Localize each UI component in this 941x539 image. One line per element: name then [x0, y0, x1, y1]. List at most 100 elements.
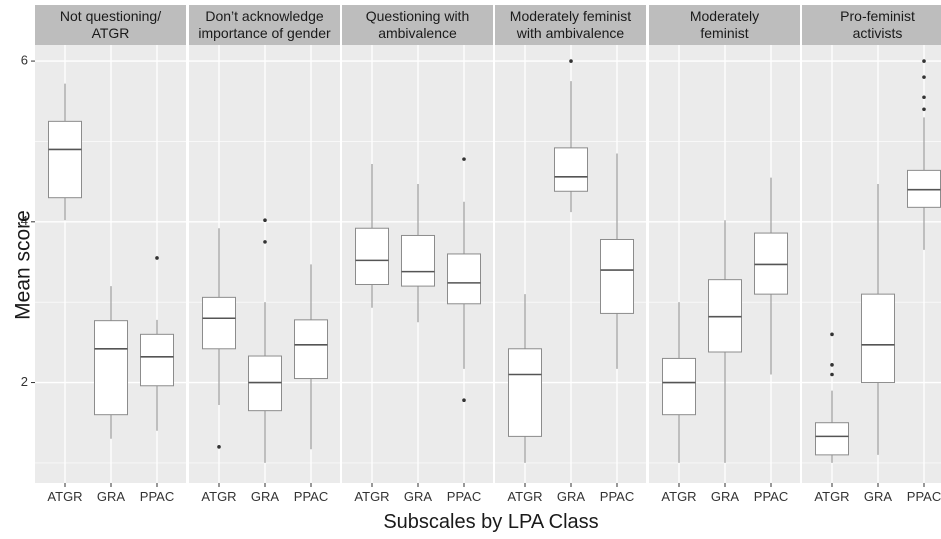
- box-gra: [861, 184, 895, 455]
- box-gra: [94, 286, 128, 439]
- box-iqr: [815, 422, 849, 456]
- box-ppac: [754, 177, 788, 375]
- box-atgr: [815, 332, 849, 463]
- y-tick-label: 2: [21, 374, 28, 389]
- y-tick-label: 6: [21, 53, 28, 68]
- x-tick-label: GRA: [251, 489, 280, 504]
- x-tick-label: ATGR: [507, 489, 542, 504]
- panel-title: Moderately feminist: [690, 8, 759, 41]
- panel-title-line: Not questioning/: [60, 8, 161, 24]
- box-iqr: [202, 296, 236, 350]
- x-tick-label: ATGR: [661, 489, 696, 504]
- box-iqr: [554, 147, 588, 192]
- panel-title-line: Moderately feminist: [510, 8, 631, 24]
- outlier-point: [830, 372, 834, 377]
- x-tick-label: GRA: [711, 489, 740, 504]
- box-gra: [708, 220, 742, 463]
- x-tick-label: GRA: [404, 489, 433, 504]
- panel-strip: [649, 5, 800, 45]
- outlier-point: [922, 107, 926, 112]
- outlier-point: [462, 398, 466, 403]
- panel-title-line: importance of gender: [198, 25, 331, 41]
- x-tick-label: ATGR: [201, 489, 236, 504]
- box-iqr: [662, 357, 696, 416]
- panel-title-line: feminist: [700, 25, 748, 41]
- y-axis: 2 4 6: [21, 53, 35, 389]
- outlier-point: [217, 445, 221, 449]
- panel-strip: [189, 5, 340, 45]
- box-iqr: [140, 333, 174, 387]
- box-ppac: [600, 153, 634, 369]
- outlier-point: [922, 95, 926, 100]
- panel-title-line: ATGR: [92, 25, 130, 41]
- panel-title: Moderately feminist with ambivalence: [510, 8, 631, 41]
- box-iqr: [708, 279, 742, 353]
- panel-title-line: ambivalence: [378, 25, 457, 41]
- x-axis-title: Subscales by LPA Class: [383, 511, 598, 533]
- box-iqr: [754, 232, 788, 295]
- outlier-point: [263, 240, 267, 244]
- box-atgr: [508, 294, 542, 463]
- x-tick-label: PPAC: [754, 489, 788, 504]
- box-atgr: [355, 163, 389, 308]
- panel-title-line: activists: [853, 25, 903, 41]
- panel-background: [802, 45, 941, 483]
- x-tick-label: GRA: [97, 489, 126, 504]
- x-tick-label: ATGR: [47, 489, 82, 504]
- panel-title: Questioning with ambivalence: [366, 8, 470, 41]
- facet-panel: Don’t acknowledge importance of gender ATG…: [189, 5, 340, 504]
- box-iqr: [248, 355, 282, 412]
- x-tick-label: PPAC: [447, 489, 481, 504]
- panel-title-line: with ambivalence: [516, 25, 625, 41]
- box-atgr: [662, 302, 696, 463]
- outlier-point: [922, 59, 926, 63]
- x-tick-label: PPAC: [140, 489, 174, 504]
- box-iqr: [294, 319, 328, 380]
- box-iqr: [508, 348, 542, 437]
- panel-title-line: Questioning with: [366, 8, 470, 24]
- box-gra: [401, 184, 435, 323]
- x-tick-label: PPAC: [907, 489, 941, 504]
- box-iqr: [861, 293, 895, 384]
- box-ppac: [294, 264, 328, 450]
- box-iqr: [447, 253, 481, 305]
- box-iqr: [600, 238, 634, 314]
- y-tick-label: 4: [21, 213, 28, 228]
- panel-strip: [35, 5, 186, 45]
- x-tick-label: ATGR: [354, 489, 389, 504]
- outlier-point: [263, 218, 267, 222]
- panel-title: Pro-feminist activists: [840, 8, 915, 41]
- panel-title-line: Moderately: [690, 8, 759, 24]
- panel-title: Don’t acknowledge importance of gender: [198, 8, 331, 41]
- panel-strip: [802, 5, 941, 45]
- facet-panel: Moderately feminist ATGR GRA PPAC: [649, 5, 800, 504]
- y-axis-title: Mean score: [12, 210, 35, 320]
- panel-title: Not questioning/ATGR: [60, 8, 161, 41]
- x-tick-label: PPAC: [294, 489, 328, 504]
- outlier-point: [155, 256, 159, 260]
- outlier-point: [922, 75, 926, 79]
- box-iqr: [401, 234, 435, 287]
- panel-strip: [495, 5, 646, 45]
- box-gra: [248, 218, 282, 463]
- x-tick-label: PPAC: [600, 489, 634, 504]
- box-iqr: [907, 169, 941, 208]
- facet-panel: Questioning with ambivalence ATGR GRA PPAC: [342, 5, 493, 504]
- facet-panel: Pro-feminist activists ATGR GRA PPAC: [802, 5, 941, 504]
- outlier-point: [462, 157, 466, 161]
- box-ppac: [140, 256, 174, 431]
- facet-panel: Moderately feminist with ambivalence ATGR G…: [495, 5, 646, 504]
- panel-strip: [342, 5, 493, 45]
- panel-title-line: Don’t acknowledge: [205, 8, 324, 24]
- box-ppac: [447, 157, 481, 403]
- box-iqr: [94, 320, 128, 416]
- outlier-point: [830, 363, 834, 367]
- box-gra: [554, 59, 588, 213]
- x-tick-label: GRA: [557, 489, 586, 504]
- outlier-point: [569, 59, 573, 63]
- x-tick-label: ATGR: [814, 489, 849, 504]
- box-iqr: [48, 120, 82, 199]
